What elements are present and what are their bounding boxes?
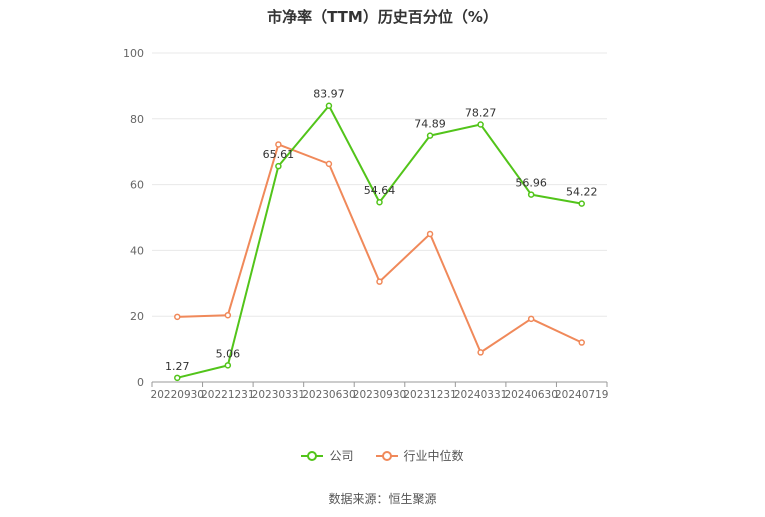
data-point xyxy=(426,230,434,238)
data-point xyxy=(224,362,232,369)
data-point xyxy=(477,121,484,128)
x-tick-label: 20231231 xyxy=(403,389,456,401)
x-tick-label: 20240719 xyxy=(555,389,608,401)
data-point xyxy=(376,278,383,285)
x-tick-label: 20230630 xyxy=(302,389,355,401)
data-label: 5.06 xyxy=(216,347,241,360)
data-point xyxy=(527,191,535,198)
data-label: 74.89 xyxy=(414,118,446,131)
legend-label: 行业中位数 xyxy=(403,449,464,463)
y-tick-label: 100 xyxy=(123,47,144,60)
x-tick-label: 20240331 xyxy=(454,389,507,401)
data-label: 78.27 xyxy=(465,106,497,119)
data-point xyxy=(325,102,333,109)
legend: 公司 行业中位数 xyxy=(0,447,765,464)
legend-label: 公司 xyxy=(329,449,354,463)
x-tick-label: 20230331 xyxy=(252,389,305,401)
source-note: 数据来源：恒生聚源 xyxy=(328,492,437,506)
x-tick-label: 20230930 xyxy=(353,389,406,401)
legend-marker-icon xyxy=(301,450,324,461)
data-label: 54.64 xyxy=(364,184,396,197)
legend-dot xyxy=(381,450,392,461)
y-tick-label: 80 xyxy=(130,113,144,126)
data-point xyxy=(376,198,383,206)
chart-title: 市净率（TTM）历史百分位（%） xyxy=(267,8,498,26)
data-point xyxy=(224,311,232,319)
x-tick-label: 20221231 xyxy=(201,389,254,401)
data-label: 56.96 xyxy=(515,177,547,190)
data-point xyxy=(527,315,535,323)
data-label: 65.61 xyxy=(263,148,295,161)
data-point xyxy=(477,349,484,356)
data-point xyxy=(578,339,585,346)
y-tick-label: 40 xyxy=(130,244,144,257)
data-label: 83.97 xyxy=(313,88,345,101)
data-point xyxy=(174,313,181,321)
y-tick-label: 60 xyxy=(130,179,144,192)
x-tick-label: 20240630 xyxy=(504,389,557,401)
data-label: 54.22 xyxy=(566,186,598,199)
data-point xyxy=(275,162,282,170)
data-point xyxy=(174,374,181,382)
legend-dot xyxy=(307,450,318,461)
series-layer xyxy=(174,102,585,382)
y-tick-label: 0 xyxy=(137,376,144,389)
y-tick-label: 20 xyxy=(130,310,144,323)
label-layer: 1.27 5.06 65.61 83.97 54.64 74.89 78.27 56.96 54… xyxy=(165,88,597,373)
data-label: 1.27 xyxy=(165,360,190,373)
x-tick-label: 20220930 xyxy=(151,389,204,401)
legend-item[interactable]: 公司 xyxy=(301,447,354,464)
axis-layer: 0204060801002022093020221231202303312023… xyxy=(123,47,608,401)
legend-item[interactable]: 行业中位数 xyxy=(375,447,464,464)
data-point xyxy=(426,132,434,139)
series-line-0 xyxy=(177,104,582,379)
data-point xyxy=(325,160,333,168)
data-point xyxy=(275,141,282,148)
data-point xyxy=(578,200,585,207)
legend-marker-icon xyxy=(375,450,398,461)
